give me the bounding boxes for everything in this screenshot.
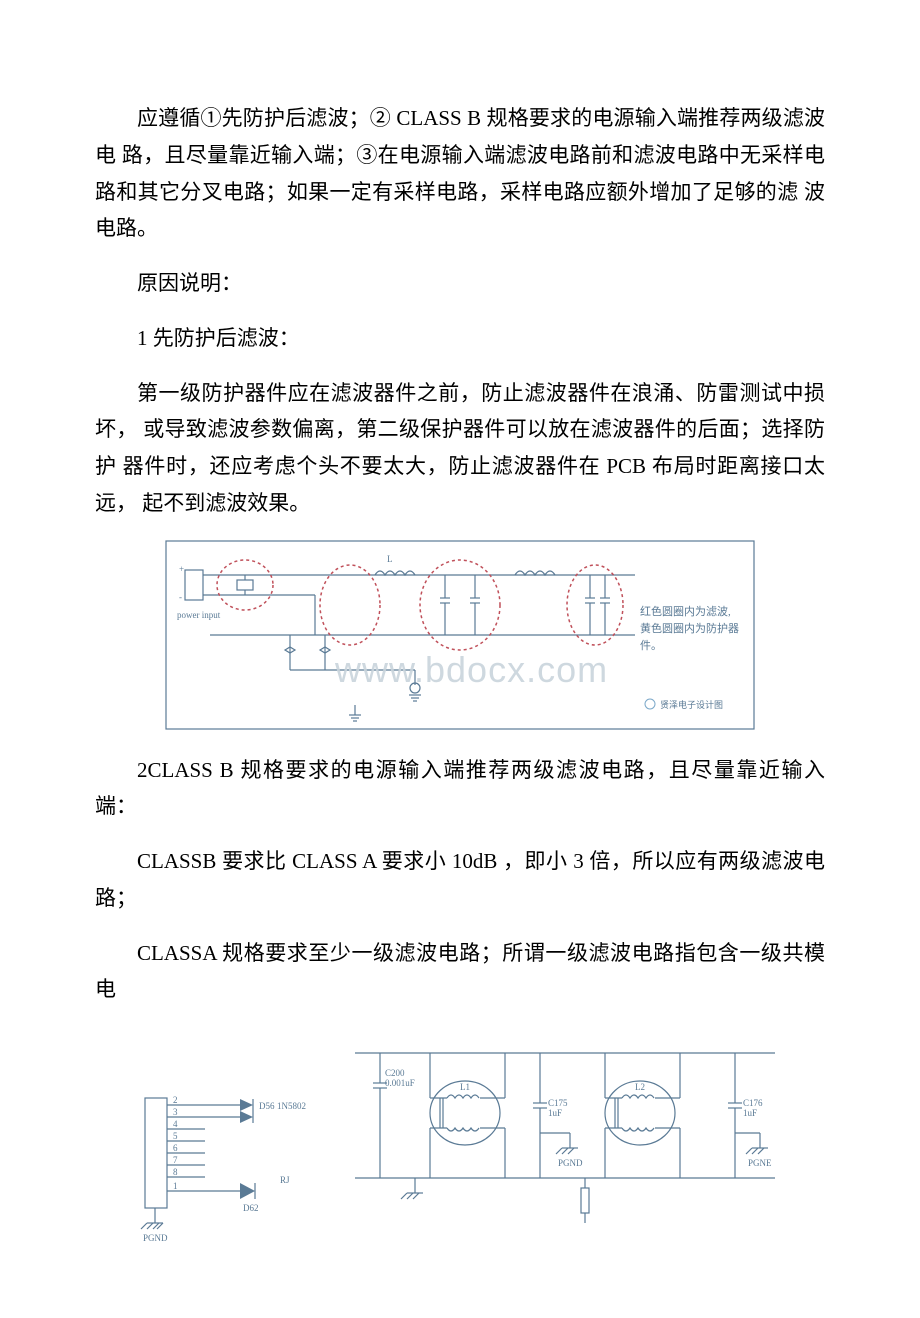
c175-val: 1uF bbox=[548, 1108, 562, 1118]
svg-text:4: 4 bbox=[173, 1119, 178, 1129]
figure-1-schematic: power input + - L bbox=[165, 540, 755, 730]
l1-label: L1 bbox=[460, 1082, 470, 1092]
pgnd-label: PGND bbox=[143, 1233, 168, 1243]
watermark-text: www.bdocx.com bbox=[334, 649, 608, 690]
svg-text:1: 1 bbox=[173, 1181, 178, 1191]
svg-text:7: 7 bbox=[173, 1155, 178, 1165]
body-paragraph-7: CLASSA 规格要求至少一级滤波电路；所谓一级滤波电路指包含一级共模 电 bbox=[95, 935, 825, 1009]
svg-text:+: + bbox=[179, 564, 184, 574]
figure-2-container: 2 3 4 5 6 7 8 1 D56 1N5802 bbox=[125, 1083, 315, 1258]
d56-label: D56 bbox=[259, 1101, 275, 1111]
c200-label: C200 bbox=[385, 1068, 405, 1078]
body-paragraph-3: 1 先防护后滤波： bbox=[95, 320, 825, 357]
l2-label: L2 bbox=[635, 1082, 645, 1092]
fig1-annotation-3: 件。 bbox=[640, 639, 662, 652]
svg-text:6: 6 bbox=[173, 1143, 178, 1153]
d62-label: D62 bbox=[243, 1203, 259, 1213]
svg-text:8: 8 bbox=[173, 1167, 178, 1177]
fig1-annotation-2: 黄色圆圈内为防护器 bbox=[640, 621, 739, 635]
rj-label: RJ bbox=[280, 1175, 290, 1185]
c176-val: 1uF bbox=[743, 1108, 757, 1118]
body-paragraph-1: 应遵循①先防护后滤波；② CLASS B 规格要求的电源输入端推荐两级滤波电 路… bbox=[95, 100, 825, 247]
figure-1-container: power input + - L bbox=[95, 540, 825, 730]
c176-label: C176 bbox=[743, 1098, 763, 1108]
svg-text:3: 3 bbox=[173, 1107, 178, 1117]
c200-val: 0.001uF bbox=[385, 1078, 415, 1088]
d56-part: 1N5802 bbox=[277, 1101, 306, 1111]
svg-text:5: 5 bbox=[173, 1131, 178, 1141]
pgne-label: PGNE bbox=[748, 1158, 772, 1168]
power-input-label: power input bbox=[177, 610, 221, 620]
figure-3-schematic: C200 0.001uF L1 bbox=[345, 1028, 785, 1238]
bottom-figures-row: 2 3 4 5 6 7 8 1 D56 1N5802 bbox=[95, 1028, 825, 1258]
fig1-annotation-1: 红色圆圈内为滤波, bbox=[640, 604, 731, 618]
svg-text:2: 2 bbox=[173, 1095, 178, 1105]
fig1-footer: 贤泽电子设计图 bbox=[660, 699, 723, 710]
c175-label: C175 bbox=[548, 1098, 568, 1108]
figure-3-container: C200 0.001uF L1 bbox=[345, 1028, 825, 1243]
figure-2-schematic: 2 3 4 5 6 7 8 1 D56 1N5802 bbox=[125, 1083, 315, 1253]
body-paragraph-6: CLASSB 要求比 CLASS A 要求小 10dB ，即小 3 倍，所以应有… bbox=[95, 843, 825, 917]
body-paragraph-5: 2CLASS B 规格要求的电源输入端推荐两级滤波电路，且尽量靠近输入端： bbox=[95, 752, 825, 826]
body-paragraph-4: 第一级防护器件应在滤波器件之前，防止滤波器件在浪涌、防雷测试中损坏， 或导致滤波… bbox=[95, 375, 825, 522]
svg-text:-: - bbox=[179, 592, 182, 602]
svg-text:L: L bbox=[387, 554, 393, 564]
pgnd2-label: PGND bbox=[558, 1158, 583, 1168]
body-paragraph-2: 原因说明： bbox=[95, 265, 825, 302]
